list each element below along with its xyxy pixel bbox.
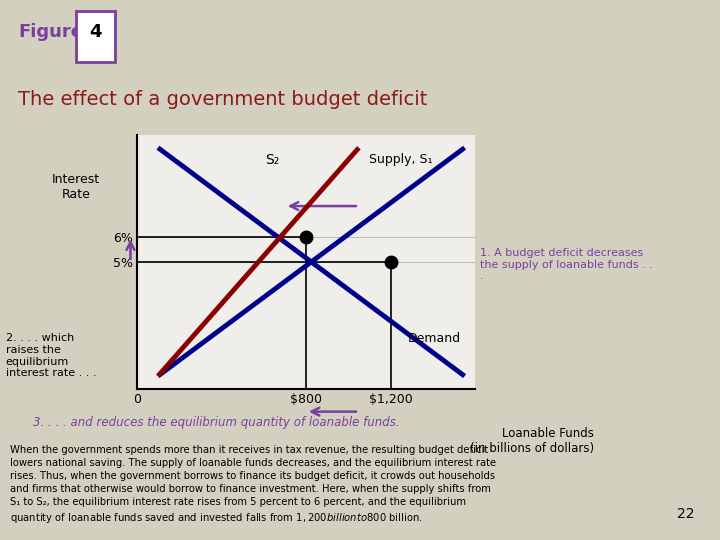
Text: The effect of a government budget deficit: The effect of a government budget defici…	[18, 90, 428, 110]
Text: 22: 22	[678, 507, 695, 521]
Text: When the government spends more than it receives in tax revenue, the resulting b: When the government spends more than it …	[10, 444, 496, 525]
Text: Supply, S₁: Supply, S₁	[369, 153, 433, 166]
Text: 4: 4	[89, 23, 102, 40]
Text: 3. . . . and reduces the equilibrium quantity of loanable funds.: 3. . . . and reduces the equilibrium qua…	[32, 415, 400, 429]
Text: S₂: S₂	[265, 153, 279, 167]
Text: 2. . . . which
raises the
equilibrium
interest rate . . .: 2. . . . which raises the equilibrium in…	[6, 334, 96, 378]
Text: 1. A budget deficit decreases
the supply of loanable funds . .
.: 1. A budget deficit decreases the supply…	[480, 248, 652, 281]
Bar	[76, 11, 115, 62]
Text: Interest
Rate: Interest Rate	[52, 173, 100, 201]
Text: Figure: Figure	[18, 23, 83, 40]
Text: Demand: Demand	[408, 332, 461, 345]
Text: Loanable Funds
(in billions of dollars): Loanable Funds (in billions of dollars)	[469, 427, 593, 455]
